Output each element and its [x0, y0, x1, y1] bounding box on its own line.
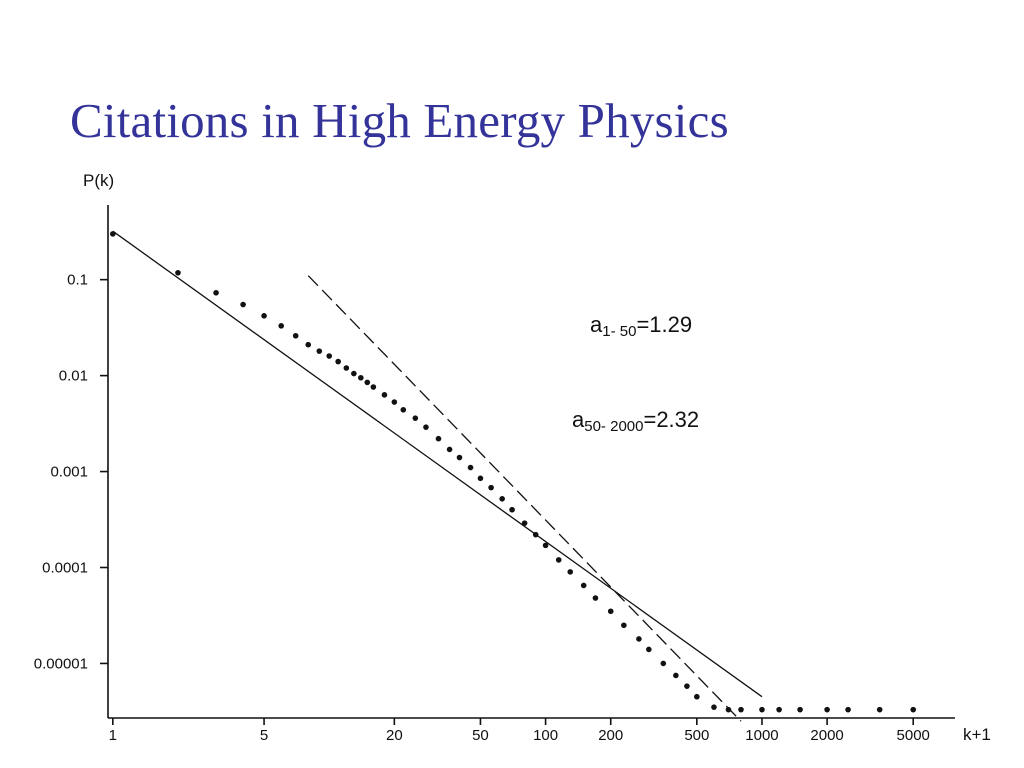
data-point [351, 370, 357, 377]
data-point [636, 636, 642, 642]
annotation-fit-1-50-base: a [590, 312, 603, 337]
x-tick-label: 200 [598, 727, 623, 744]
data-points [110, 231, 917, 713]
data-point [391, 399, 398, 405]
fit-lines [112, 230, 763, 722]
data-point [435, 435, 442, 442]
data-point [555, 557, 562, 563]
data-point [343, 365, 350, 371]
data-point [261, 313, 267, 319]
y-ticks: 0.1 0.01 0.001 0.0001 0.00001 [34, 272, 108, 672]
data-point [467, 464, 474, 471]
y-tick-label: 0.0001 [42, 559, 88, 576]
data-point [684, 683, 690, 689]
x-tick-label: 500 [684, 727, 709, 744]
data-point [412, 415, 419, 421]
data-point [175, 269, 181, 276]
x-axis-title: k+1 [963, 725, 991, 744]
data-point [567, 569, 574, 575]
x-ticks: 1 5 20 50 100 200 500 1000 2000 5000 [109, 718, 930, 744]
x-tick-label: 1000 [745, 727, 778, 744]
data-point [824, 706, 830, 713]
annotation-fit-1-50-subscript: 1- 50 [602, 323, 636, 340]
data-point [488, 484, 494, 491]
data-point [364, 379, 371, 386]
data-point [305, 341, 312, 348]
data-point [370, 384, 377, 390]
data-point [542, 542, 549, 549]
data-point [711, 704, 717, 710]
data-point [725, 706, 732, 713]
data-point [776, 706, 782, 713]
data-point [423, 424, 429, 430]
y-tick-label: 0.1 [67, 272, 88, 289]
data-point [621, 622, 627, 629]
slide-title: Citations in High Energy Physics [70, 93, 729, 148]
x-tick-label: 5 [260, 727, 268, 744]
annotation-fit-1-50: a1- 50=1.29 [590, 312, 692, 340]
data-point [797, 706, 803, 713]
data-point [110, 231, 116, 237]
data-point [592, 595, 599, 601]
data-point [316, 348, 323, 354]
data-point [694, 693, 700, 700]
data-point [335, 358, 341, 365]
x-tick-label: 5000 [897, 727, 930, 744]
data-point [910, 706, 917, 713]
data-point [326, 353, 333, 359]
annotation-fit-50-2000-value: =2.32 [643, 407, 699, 432]
annotation-fit-1-50-value: =1.29 [636, 312, 692, 337]
data-point [738, 706, 744, 713]
annotation-fit-50-2000: a50- 2000=2.32 [572, 407, 699, 435]
data-point [580, 582, 587, 589]
y-tick-label: 0.00001 [34, 655, 88, 672]
data-point [400, 407, 407, 413]
data-point [673, 672, 679, 679]
data-point [509, 506, 515, 513]
x-tick-label: 2000 [810, 727, 843, 744]
data-point [499, 495, 505, 502]
x-tick-label: 1 [109, 727, 117, 744]
data-point [607, 608, 614, 615]
annotation-fit-50-2000-base: a [572, 407, 585, 432]
data-point [876, 706, 883, 713]
x-tick-label: 50 [472, 727, 489, 744]
data-point [456, 454, 463, 461]
fit-line-1-50 [112, 230, 763, 698]
annotation-fit-50-2000-subscript: 50- 2000 [584, 418, 643, 435]
data-point [381, 392, 388, 398]
data-point [521, 520, 528, 526]
data-point [213, 289, 219, 296]
y-tick-label: 0.001 [50, 464, 88, 481]
data-point [660, 660, 667, 667]
data-point [646, 646, 652, 653]
data-point [845, 706, 851, 713]
chart-axes [107, 205, 955, 719]
data-point [759, 706, 765, 713]
y-axis-title: P(k) [83, 171, 114, 190]
data-point [532, 531, 539, 538]
data-point [240, 301, 246, 308]
data-point [477, 475, 484, 482]
data-point [278, 323, 284, 329]
y-tick-label: 0.01 [59, 368, 88, 385]
data-point [446, 446, 453, 453]
fit-line-50-2000 [307, 275, 742, 722]
data-point [292, 332, 299, 339]
x-tick-label: 100 [533, 727, 558, 744]
data-point [358, 374, 364, 381]
x-tick-label: 20 [386, 727, 403, 744]
